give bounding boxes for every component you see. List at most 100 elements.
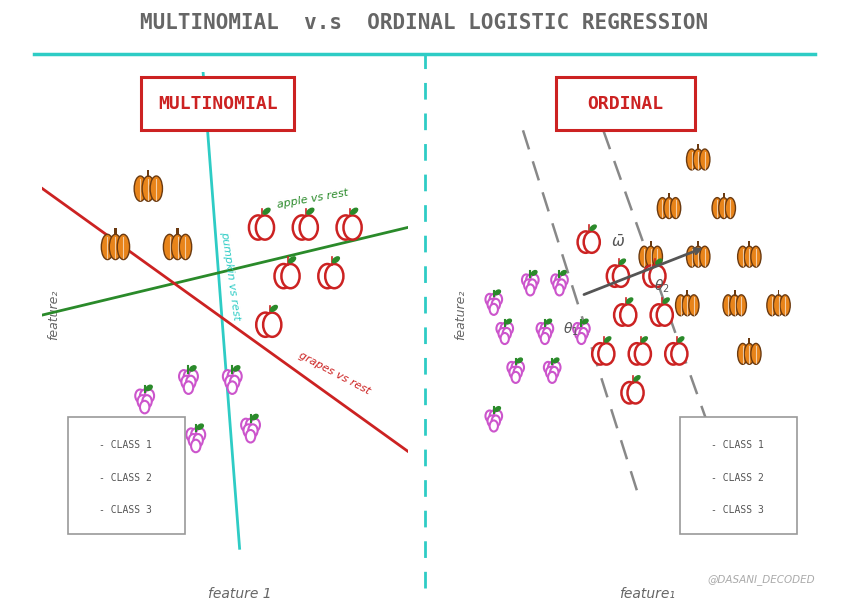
- Circle shape: [83, 503, 88, 509]
- Ellipse shape: [351, 208, 357, 214]
- Text: - CLASS 3: - CLASS 3: [711, 505, 764, 515]
- Circle shape: [318, 264, 336, 288]
- Circle shape: [244, 424, 253, 437]
- FancyBboxPatch shape: [87, 437, 88, 440]
- FancyBboxPatch shape: [722, 193, 725, 199]
- Circle shape: [196, 428, 205, 441]
- Ellipse shape: [82, 440, 87, 451]
- FancyBboxPatch shape: [147, 170, 149, 177]
- Text: - CLASS 3: - CLASS 3: [99, 505, 152, 515]
- Circle shape: [531, 274, 538, 286]
- Circle shape: [515, 362, 524, 373]
- FancyBboxPatch shape: [177, 228, 178, 235]
- Ellipse shape: [263, 208, 270, 214]
- Circle shape: [256, 215, 274, 239]
- Ellipse shape: [627, 298, 633, 303]
- Circle shape: [281, 264, 300, 288]
- Circle shape: [700, 503, 705, 509]
- Circle shape: [509, 367, 518, 378]
- Circle shape: [228, 370, 237, 383]
- Circle shape: [621, 382, 638, 403]
- Circle shape: [528, 280, 537, 290]
- Text: - CLASS 2: - CLASS 2: [711, 473, 764, 482]
- Circle shape: [577, 232, 593, 253]
- Ellipse shape: [85, 440, 91, 451]
- Circle shape: [135, 389, 144, 402]
- Ellipse shape: [678, 337, 683, 342]
- Ellipse shape: [146, 385, 152, 391]
- Circle shape: [300, 215, 318, 239]
- Ellipse shape: [701, 440, 706, 451]
- Circle shape: [494, 410, 502, 422]
- Text: MULTINOMIAL  v.s  ORDINAL LOGISTIC REGRESSION: MULTINOMIAL v.s ORDINAL LOGISTIC REGRESS…: [140, 13, 709, 33]
- Ellipse shape: [270, 305, 278, 311]
- Circle shape: [250, 419, 260, 431]
- Text: $\bar{\omega}$: $\bar{\omega}$: [610, 234, 625, 250]
- Ellipse shape: [117, 235, 130, 260]
- Ellipse shape: [664, 197, 674, 218]
- Circle shape: [497, 323, 504, 334]
- Circle shape: [599, 343, 615, 365]
- Ellipse shape: [652, 246, 662, 267]
- Ellipse shape: [718, 197, 729, 218]
- Ellipse shape: [506, 319, 511, 324]
- Ellipse shape: [693, 149, 703, 170]
- Ellipse shape: [712, 197, 722, 218]
- Circle shape: [544, 362, 552, 373]
- Circle shape: [526, 274, 535, 286]
- Circle shape: [607, 265, 623, 287]
- Circle shape: [541, 323, 549, 334]
- Ellipse shape: [687, 149, 697, 170]
- Circle shape: [256, 313, 274, 337]
- Ellipse shape: [333, 257, 340, 263]
- Ellipse shape: [671, 197, 681, 218]
- FancyBboxPatch shape: [697, 241, 700, 247]
- Circle shape: [501, 323, 509, 334]
- Ellipse shape: [693, 246, 703, 267]
- Circle shape: [694, 472, 703, 484]
- Circle shape: [85, 506, 89, 512]
- Ellipse shape: [700, 468, 704, 471]
- Circle shape: [183, 382, 194, 394]
- Circle shape: [577, 323, 586, 334]
- FancyBboxPatch shape: [734, 290, 736, 296]
- FancyBboxPatch shape: [748, 338, 751, 344]
- Circle shape: [545, 323, 554, 334]
- Ellipse shape: [676, 295, 686, 316]
- Ellipse shape: [546, 319, 552, 324]
- Circle shape: [579, 328, 588, 339]
- Text: @DASANI_DECODED: @DASANI_DECODED: [707, 574, 815, 585]
- Circle shape: [672, 343, 688, 365]
- Circle shape: [225, 376, 234, 388]
- Circle shape: [635, 343, 651, 365]
- Circle shape: [336, 215, 355, 239]
- FancyBboxPatch shape: [686, 290, 689, 296]
- Text: MULTINOMIAL: MULTINOMIAL: [158, 95, 278, 113]
- Ellipse shape: [582, 319, 588, 324]
- Circle shape: [558, 280, 565, 290]
- Text: - CLASS 2: - CLASS 2: [99, 473, 152, 482]
- Ellipse shape: [780, 295, 790, 316]
- Ellipse shape: [179, 235, 192, 260]
- Ellipse shape: [767, 295, 777, 316]
- Ellipse shape: [689, 295, 699, 316]
- FancyBboxPatch shape: [748, 241, 751, 247]
- Circle shape: [230, 376, 239, 388]
- Circle shape: [501, 333, 509, 344]
- Ellipse shape: [697, 440, 703, 451]
- Circle shape: [490, 421, 498, 431]
- Ellipse shape: [252, 415, 258, 419]
- Ellipse shape: [189, 366, 196, 371]
- Circle shape: [584, 232, 599, 253]
- Ellipse shape: [89, 468, 93, 471]
- Circle shape: [344, 215, 362, 239]
- FancyBboxPatch shape: [68, 417, 185, 534]
- Circle shape: [186, 376, 195, 388]
- Text: feature₁: feature₁: [619, 587, 675, 600]
- Ellipse shape: [306, 208, 314, 214]
- Circle shape: [526, 284, 535, 295]
- Ellipse shape: [554, 358, 559, 363]
- Ellipse shape: [773, 295, 784, 316]
- Ellipse shape: [142, 176, 155, 201]
- Ellipse shape: [89, 440, 94, 451]
